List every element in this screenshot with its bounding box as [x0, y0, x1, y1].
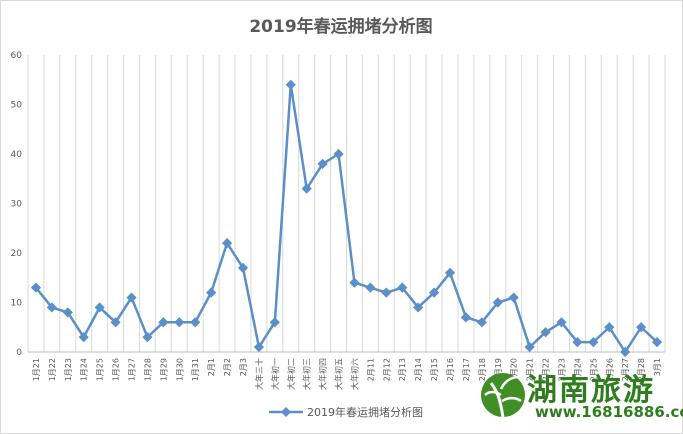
x-tick-label: 2月28	[637, 358, 646, 381]
x-tick-label: 2月1	[207, 358, 216, 376]
x-tick-label: 1月31	[191, 358, 200, 381]
data-point	[381, 287, 392, 298]
legend: 2019年春运拥堵分析图	[269, 405, 423, 419]
series-line	[34, 83, 658, 354]
x-tick-label: 1月21	[32, 358, 41, 381]
y-tick-label: 10	[11, 299, 23, 309]
x-tick-label: 2月15	[430, 358, 439, 381]
data-point	[524, 341, 535, 353]
data-point	[237, 262, 249, 273]
palm-leaf-icon	[481, 373, 525, 418]
data-point	[142, 332, 153, 343]
x-tick-label: 1月27	[128, 358, 137, 381]
data-point	[301, 183, 312, 194]
data-point	[428, 287, 440, 298]
x-tick-label: 2月2	[223, 358, 232, 376]
y-tick-label: 0	[16, 348, 22, 358]
x-tick-label: 2月18	[478, 358, 487, 381]
x-tick-label: 大年三十	[254, 358, 264, 390]
x-tick-label: 2月11	[366, 358, 375, 381]
x-tick-label: 2月27	[621, 358, 630, 381]
data-point	[365, 282, 376, 293]
legend-marker-swatch	[281, 407, 291, 417]
watermark-url: www.16816886.com	[535, 403, 683, 421]
chart-title: 2019年春运拥堵分析图	[249, 16, 432, 37]
data-point	[444, 267, 456, 278]
y-tick-label: 20	[11, 249, 23, 259]
x-tick-label: 1月23	[64, 358, 73, 381]
legend-label: 2019年春运拥堵分析图	[307, 405, 423, 419]
x-tick-label: 1月25	[96, 358, 105, 381]
watermark-title: 湖南旅游	[527, 373, 655, 408]
data-point	[636, 322, 647, 333]
x-tick-label: 2月25	[589, 358, 598, 381]
watermark-logo: 湖南旅游 www.16816886.com	[479, 363, 683, 429]
data-point	[78, 332, 89, 343]
x-tick-label: 2月12	[382, 358, 391, 381]
data-point	[269, 317, 280, 328]
x-tick-label: 1月30	[175, 358, 184, 381]
data-point	[190, 317, 201, 328]
data-point	[413, 302, 424, 313]
data-point	[285, 79, 296, 90]
x-tick-label: 2月17	[462, 358, 471, 381]
x-tick-label: 2月3	[239, 358, 248, 376]
x-tick-label: 2月22	[542, 358, 551, 381]
data-point	[651, 337, 663, 348]
x-tick-label: 大年初五	[334, 358, 344, 390]
data-point	[126, 292, 137, 303]
data-point	[221, 238, 233, 249]
data-point	[620, 346, 631, 358]
x-tick-label: 大年初三	[302, 358, 312, 390]
x-tick-label: 1月26	[112, 358, 121, 381]
data-point	[540, 327, 551, 338]
data-point	[572, 337, 583, 348]
y-tick-label: 60	[11, 51, 23, 61]
data-point	[492, 297, 503, 308]
x-tick-label: 2月23	[557, 358, 566, 381]
data-point	[508, 292, 519, 303]
data-point	[110, 317, 121, 328]
x-tick-label: 大年初二	[286, 358, 296, 390]
data-point	[253, 341, 265, 353]
x-tick-label: 2月16	[446, 358, 455, 381]
data-point	[158, 317, 169, 328]
x-tick-label: 3月1	[653, 358, 662, 376]
x-tick-label: 2月20	[510, 358, 519, 381]
x-tick-label: 2月19	[494, 358, 503, 381]
data-point	[397, 282, 408, 293]
x-tick-label: 大年初四	[318, 358, 328, 390]
x-tick-label: 大年初六	[349, 358, 359, 390]
y-tick-label: 30	[11, 200, 23, 210]
x-tick-label: 1月28	[143, 358, 152, 381]
data-point	[174, 317, 185, 328]
y-tick-label: 40	[11, 150, 23, 160]
x-tick-label: 2月24	[573, 358, 582, 381]
x-tick-label: 2月21	[526, 358, 535, 381]
data-point	[317, 158, 328, 169]
data-point	[206, 287, 217, 298]
x-tick-label: 2月13	[398, 358, 407, 381]
y-tick-label: 50	[11, 101, 23, 111]
x-tick-label: 1月29	[159, 358, 168, 381]
x-tick-label: 1月22	[48, 358, 57, 381]
x-tick-label: 2月26	[605, 358, 614, 381]
x-tick-label: 2月14	[414, 358, 423, 381]
data-point	[349, 277, 360, 288]
x-tick-label: 大年初一	[270, 358, 280, 390]
x-tick-label: 1月24	[80, 358, 89, 381]
data-point	[460, 312, 472, 323]
